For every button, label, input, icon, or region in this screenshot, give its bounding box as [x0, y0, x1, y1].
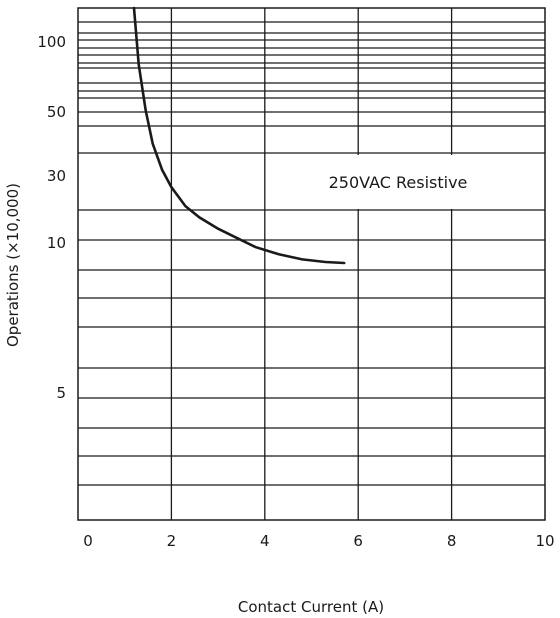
x-tick-label: 4 [260, 532, 270, 550]
x-tick-label: 8 [447, 532, 457, 550]
y-tick-label: 10 [47, 234, 66, 252]
annotation-background [298, 155, 474, 209]
x-tick-labels: 0 2 4 6 8 10 [83, 532, 554, 550]
x-tick-label: 6 [353, 532, 363, 550]
series-curve [132, 6, 346, 265]
x-tick-label: 2 [167, 532, 177, 550]
horizontal-gridlines [78, 21, 545, 486]
y-tick-label: 100 [37, 33, 66, 51]
annotation-label: 250VAC Resistive [329, 173, 468, 192]
y-axis-label: Operations (×10,000) [4, 183, 22, 347]
y-tick-labels: 100 50 30 10 5 [37, 33, 66, 402]
y-tick-label: 30 [47, 167, 66, 185]
plot-frame [77, 7, 546, 521]
y-tick-label: 50 [47, 103, 66, 121]
x-tick-label: 10 [535, 532, 554, 550]
x-tick-label: 0 [83, 532, 93, 550]
y-tick-label: 5 [56, 384, 66, 402]
x-axis-label: Contact Current (A) [238, 598, 384, 616]
vertical-gridlines [170, 8, 453, 520]
